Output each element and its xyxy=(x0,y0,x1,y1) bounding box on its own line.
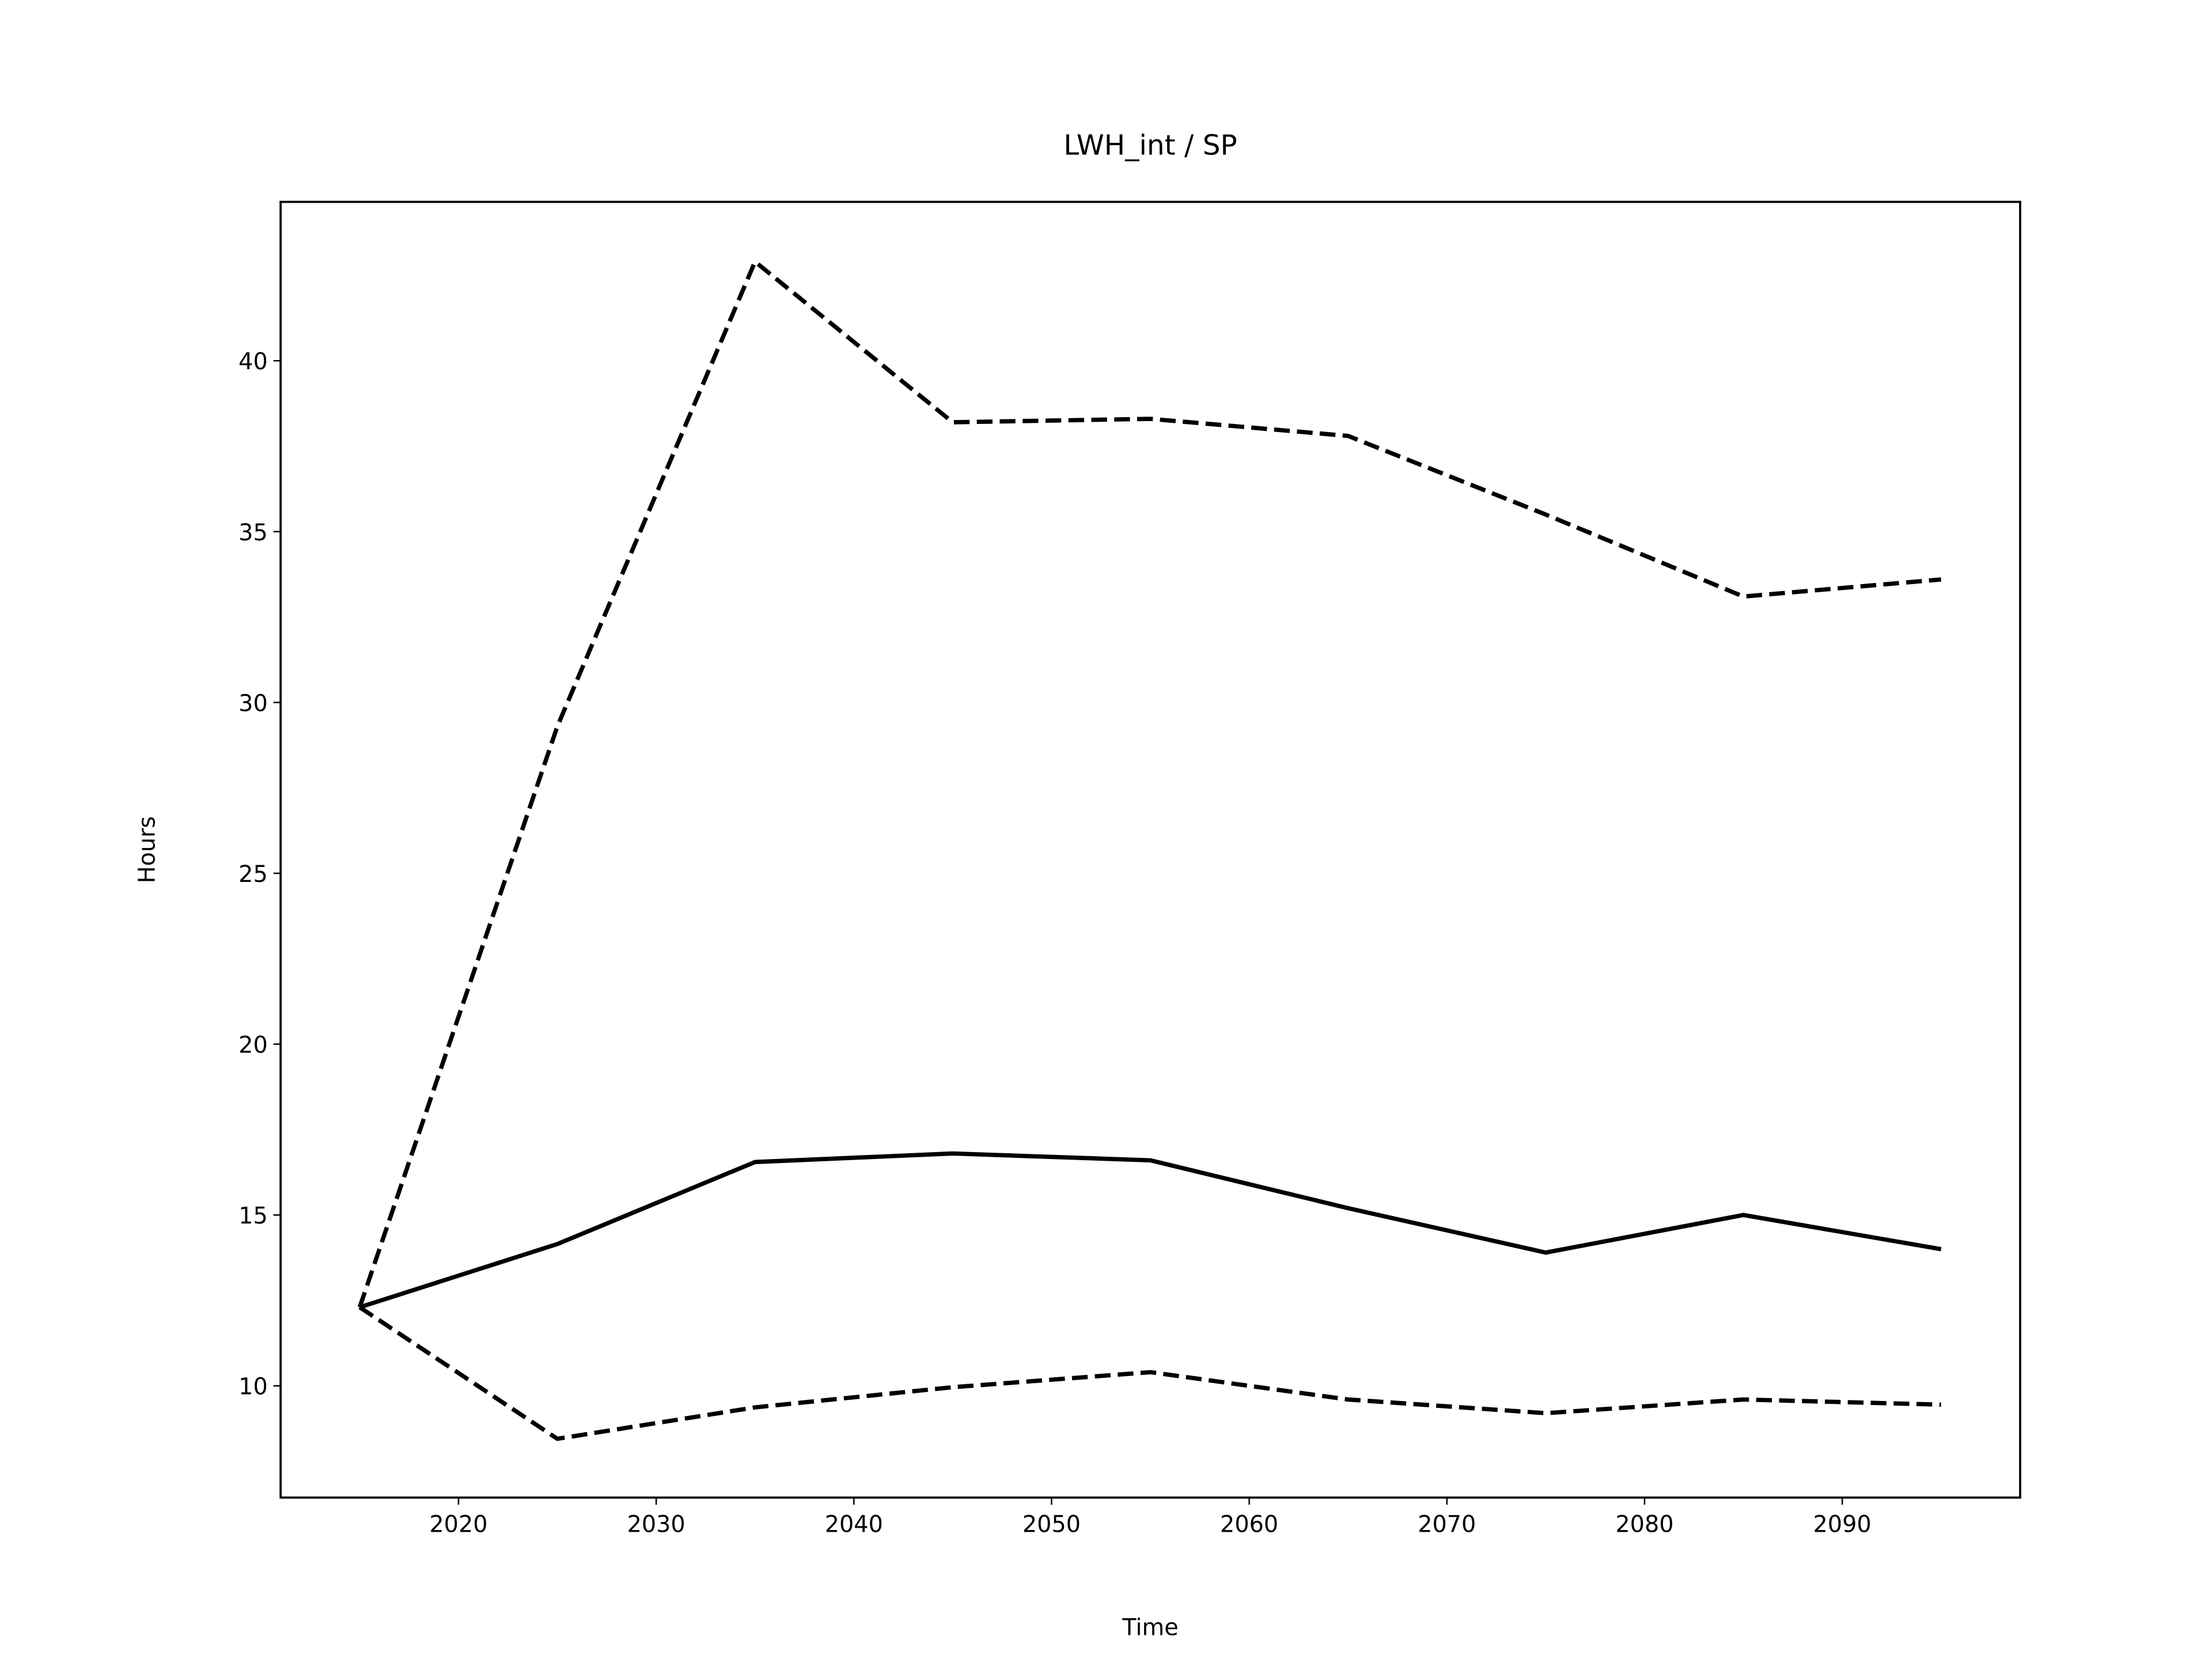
series-line xyxy=(358,1305,1941,1441)
y-tick-label: 35 xyxy=(238,520,268,546)
chart-title: LWH_int / SP xyxy=(1063,129,1237,161)
plot-frame xyxy=(279,200,2021,1499)
x-tick-label: 2040 xyxy=(825,1511,883,1537)
y-tick-label: 25 xyxy=(238,861,268,888)
x-tick-label: 2060 xyxy=(1220,1511,1278,1537)
x-tick-label: 2070 xyxy=(1418,1511,1476,1537)
x-tick-label: 2020 xyxy=(429,1511,487,1537)
y-axis-label: Hours xyxy=(134,816,160,883)
x-tick-label: 2090 xyxy=(1813,1511,1872,1537)
y-tick-label: 10 xyxy=(238,1374,268,1400)
y-tick-label: 40 xyxy=(238,349,268,375)
series-line xyxy=(357,259,1942,1308)
x-axis-label: Time xyxy=(1122,1614,1178,1641)
y-tick-label: 15 xyxy=(238,1203,268,1229)
x-tick-label: 2050 xyxy=(1022,1511,1081,1537)
x-tick-label: 2080 xyxy=(1615,1511,1673,1537)
series-line xyxy=(359,1151,1942,1309)
y-tick-label: 20 xyxy=(238,1032,268,1059)
y-tick-label: 30 xyxy=(238,690,268,717)
x-tick-label: 2030 xyxy=(627,1511,685,1537)
